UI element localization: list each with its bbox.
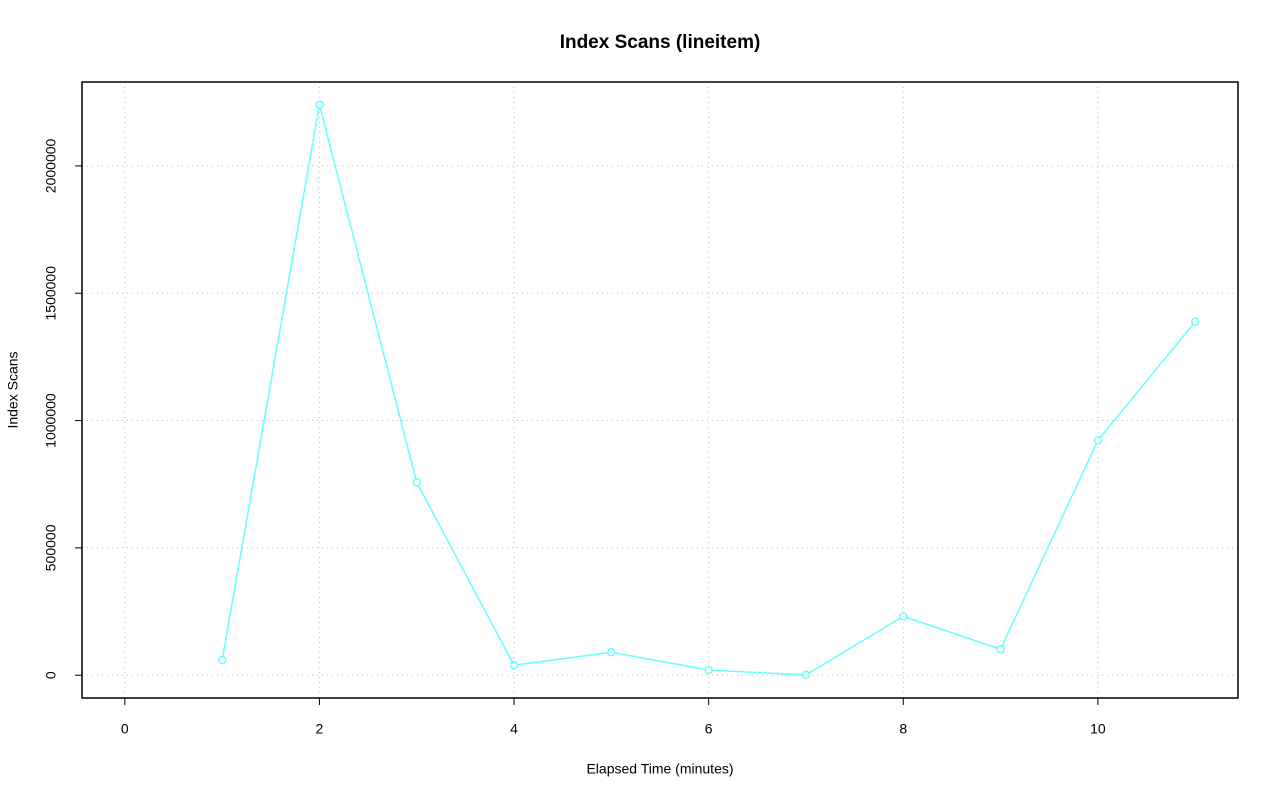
y-tick-label: 1500000 [43,266,59,321]
data-point [509,661,519,670]
data-point [607,648,616,657]
y-tick-label: 500000 [43,524,59,571]
y-tick-label: 2000000 [43,138,59,193]
data-point [801,670,811,680]
y-axis-label: Index Scans [5,351,21,428]
series-line [221,104,1196,676]
x-tick-label: 4 [510,721,518,737]
x-tick-label: 0 [121,721,129,737]
data-point [899,612,908,621]
x-tick-label: 8 [899,721,907,737]
data-point [315,100,324,110]
data-point [996,644,1005,654]
data-point [217,655,227,665]
data-point [412,478,421,487]
y-tick-label: 0 [43,671,59,679]
x-tick-label: 10 [1090,721,1106,737]
data-point [1093,436,1103,445]
x-axis-label: Elapsed Time (minutes) [586,761,733,777]
plot-frame [81,81,1239,699]
x-tick-label: 2 [316,721,324,737]
x-tick-label: 6 [705,721,713,737]
data-point [704,665,713,675]
data-point [1190,317,1200,327]
y-tick-label: 1000000 [43,393,59,448]
chart-title: Index Scans (lineitem) [560,32,761,53]
